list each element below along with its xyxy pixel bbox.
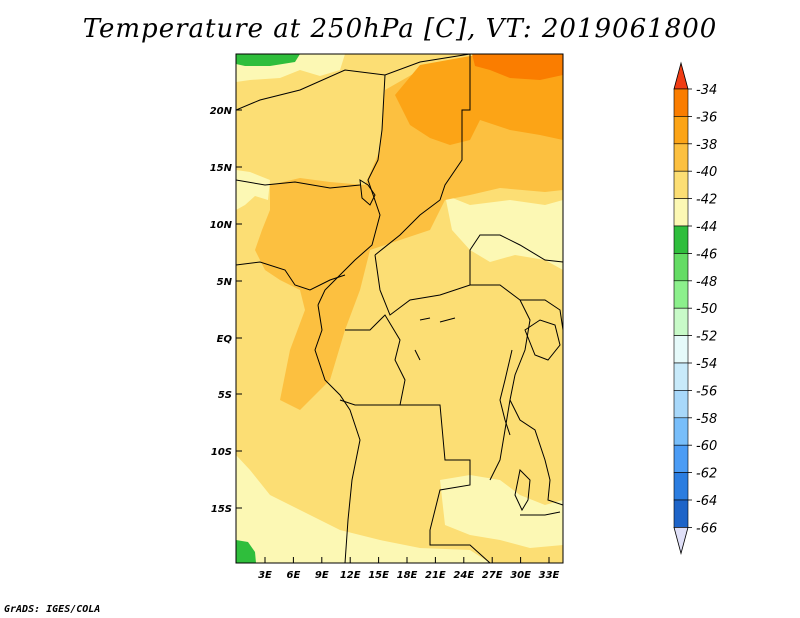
field-deep-orange <box>472 54 563 80</box>
border-niger-chad <box>317 74 386 306</box>
grads-credit: GrADS: IGES/COLA <box>4 604 101 615</box>
colorbar-label: -58 <box>696 412 717 427</box>
y-tick-label: 5N <box>217 277 233 288</box>
colorbar-box <box>673 362 689 391</box>
colorbar-box <box>673 472 689 501</box>
colorbar-box <box>673 253 689 282</box>
colorbar-box <box>673 499 689 528</box>
colorbar-box <box>673 198 689 227</box>
colorbar-label: -40 <box>696 165 717 180</box>
colorbar-label: -50 <box>696 302 717 317</box>
x-tick-label: 33E <box>539 570 560 581</box>
colorbar-box <box>673 225 689 254</box>
colorbar-box <box>673 307 689 336</box>
colorbar: -34 -36 -38 -40 -42 -44 -46 -48 -50 -52 -54 -56 -58 -… <box>673 61 717 555</box>
y-axis: 20N 15N 10N 5N EQ 5S 10S 15S <box>210 106 242 515</box>
lake-chad <box>359 179 376 206</box>
border-chad-sudan <box>374 54 471 256</box>
y-tick-label: 5S <box>218 390 232 401</box>
map-frame <box>235 53 564 564</box>
border-uganda-kenya <box>520 299 563 331</box>
border-car <box>374 254 521 316</box>
field-light-south-east <box>440 475 563 548</box>
colorbar-box <box>673 88 689 117</box>
lake-tanganyika <box>499 349 513 436</box>
river-congo <box>414 317 456 361</box>
coast-west-central <box>314 304 361 563</box>
colorbar-box <box>673 444 689 473</box>
border-drc-east <box>489 299 531 481</box>
colorbar-box <box>673 116 689 145</box>
colorbar-label: -62 <box>696 467 717 482</box>
lake-malawi <box>514 468 531 512</box>
colorbar-box <box>673 143 689 172</box>
colorbar-label: -48 <box>696 275 717 290</box>
x-tick-label: 9E <box>315 570 329 581</box>
colorbar-label: -54 <box>696 357 717 372</box>
colorbar-label: -44 <box>696 220 717 235</box>
colorbar-label: -64 <box>696 494 717 509</box>
x-tick-label: 30E <box>510 570 531 581</box>
field-green-north <box>236 54 300 66</box>
colorbar-label: -52 <box>696 330 717 345</box>
colorbar-label: -38 <box>696 138 717 153</box>
field-light-west <box>236 170 270 210</box>
x-tick-label: 27E <box>482 570 503 581</box>
colorbar-box <box>673 417 689 446</box>
border-south-sudan <box>469 234 563 285</box>
field-light-south-west <box>236 455 490 563</box>
colorbar-label: -34 <box>696 83 717 98</box>
colorbar-top-arrow <box>673 61 689 90</box>
colorbar-box <box>673 280 689 309</box>
colorbar-box <box>673 170 689 199</box>
field-light-center-east <box>445 195 563 270</box>
colorbar-box <box>673 390 689 419</box>
chart-title: Temperature at 250hPa [C], VT: 201906180… <box>82 14 718 44</box>
border-north <box>236 54 471 111</box>
colorbar-label: -36 <box>696 110 717 125</box>
x-tick-label: 15E <box>368 570 389 581</box>
x-tick-label: 24E <box>453 570 474 581</box>
colorbar-box <box>673 335 689 364</box>
y-tick-label: 10N <box>210 220 233 231</box>
colorbar-label: -56 <box>696 384 717 399</box>
x-tick-label: 21E <box>425 570 446 581</box>
y-tick-label: EQ <box>217 334 233 345</box>
political-boundaries <box>236 54 563 563</box>
y-tick-label: 20N <box>210 106 233 117</box>
border-angola-north <box>339 399 400 406</box>
x-tick-label: 12E <box>340 570 361 581</box>
x-tick-label: 6E <box>287 570 301 581</box>
temperature-field <box>236 54 563 563</box>
colorbar-label: -46 <box>696 247 717 262</box>
field-green-south <box>236 540 256 563</box>
border-zambezi <box>520 511 561 516</box>
x-axis: 3E 6E 9E 12E 15E 18E 21E 24E 27E 30E 33E <box>258 557 560 581</box>
colorbar-label: -60 <box>696 439 717 454</box>
colorbar-label: -42 <box>696 193 717 208</box>
coast-gulf-guinea <box>236 261 346 291</box>
lake-victoria <box>524 319 561 361</box>
border-sahel <box>236 179 361 189</box>
y-tick-label: 15N <box>210 163 233 174</box>
border-tanzania <box>509 399 563 506</box>
y-tick-label: 10S <box>211 447 232 458</box>
border-drc-angola <box>345 314 491 563</box>
y-tick-label: 15S <box>211 504 232 515</box>
colorbar-label: -66 <box>696 521 717 536</box>
x-tick-label: 3E <box>258 570 272 581</box>
field-orange-yellow <box>255 58 563 410</box>
colorbar-bottom-arrow <box>673 527 689 555</box>
x-tick-label: 18E <box>397 570 418 581</box>
